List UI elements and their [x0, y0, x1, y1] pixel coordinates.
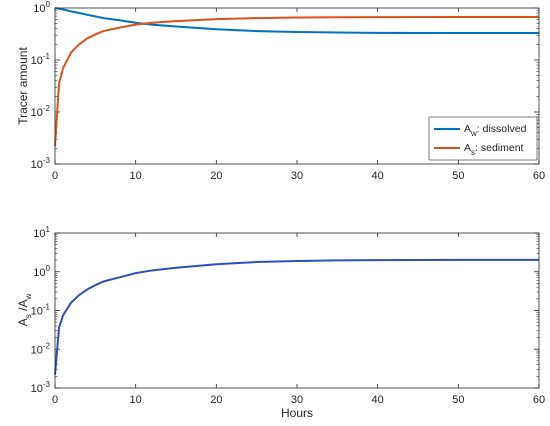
x-tick-label: 60: [533, 394, 545, 406]
y-tick-label: 10-2: [31, 104, 51, 119]
bottom-y-tick-labels: 101 100 10-1 10-2 10-3: [31, 225, 51, 395]
x-tick-label: 50: [452, 394, 464, 406]
y-tick-label: 10-2: [31, 341, 51, 356]
x-tick-label: 20: [210, 170, 222, 182]
bottom-x-tick-labels: 0 10 20 30 40 50 60: [52, 394, 545, 406]
top-x-tick-labels: 0 10 20 30 40 50 60: [52, 170, 545, 182]
legend: Aw: dissolved As: sediment: [428, 116, 538, 161]
top-plot-frame: [54, 7, 540, 165]
bottom-series-lines: [54, 258, 539, 375]
x-tick-label: 30: [291, 394, 303, 406]
bottom-plot-frame: [54, 232, 540, 389]
bottom-plot-area: [55, 233, 539, 388]
y-tick-label: 100: [33, 264, 50, 279]
y-tick-label: 10-1: [31, 52, 51, 67]
y-tick-label: 10-1: [31, 303, 51, 318]
top-chart: 0 10 20 30 40 50 60 100 10-1 10-2 10-3 Tracer amo…: [16, 0, 545, 182]
x-tick-label: 10: [130, 394, 142, 406]
y-tick-label: 101: [33, 225, 50, 240]
x-tick-label: 20: [210, 394, 222, 406]
top-y-tick-labels: 100 10-1 10-2 10-3: [31, 0, 51, 171]
x-tick-label: 40: [372, 394, 384, 406]
x-tick-label: 50: [452, 170, 464, 182]
top-y-axis-label: Tracer amount: [16, 47, 30, 125]
legend-box: [428, 116, 538, 161]
x-tick-label: 40: [372, 170, 384, 182]
series-line-0-0: [54, 7, 539, 35]
y-tick-label: 10-3: [31, 156, 51, 171]
series-line-1-0: [54, 258, 539, 375]
series-line-0-1: [54, 16, 539, 147]
legend-label-sediment: As: sediment: [464, 142, 524, 157]
x-tick-label: 60: [533, 170, 545, 182]
bottom-x-axis-label: Hours: [281, 406, 313, 420]
y-tick-label: 100: [33, 0, 50, 15]
x-tick-label: 10: [130, 170, 142, 182]
x-tick-label: 0: [52, 394, 58, 406]
top-series-lines: [54, 7, 539, 147]
y-tick-label: 10-3: [31, 380, 51, 395]
legend-label-dissolved: Aw: dissolved: [464, 123, 527, 138]
x-tick-label: 30: [291, 170, 303, 182]
bottom-y-axis-label: As /Aw: [16, 294, 33, 327]
x-tick-label: 0: [52, 170, 58, 182]
